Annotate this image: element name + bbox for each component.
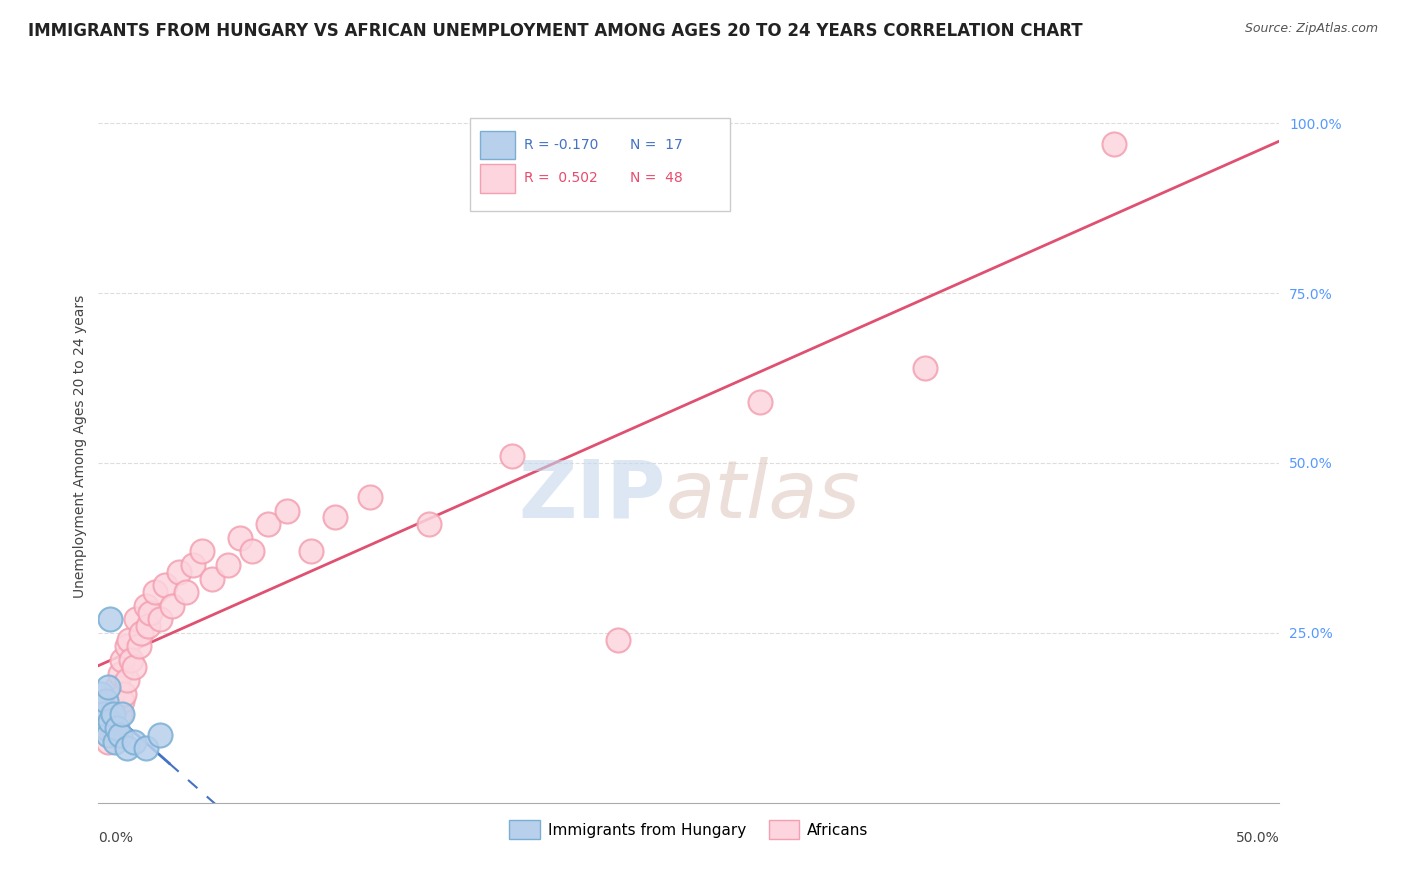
Text: N =  48: N = 48 xyxy=(630,171,683,186)
Point xyxy=(748,394,770,409)
Point xyxy=(108,728,131,742)
Point xyxy=(149,728,172,742)
Point xyxy=(112,687,135,701)
Point xyxy=(104,700,127,714)
Point xyxy=(90,687,112,701)
Point xyxy=(115,741,138,756)
Bar xyxy=(479,130,516,159)
Point xyxy=(160,599,183,613)
Text: ZIP: ZIP xyxy=(517,457,665,535)
Text: R = -0.170: R = -0.170 xyxy=(523,138,598,152)
Point xyxy=(115,640,138,654)
Text: R =  0.502: R = 0.502 xyxy=(523,171,598,186)
Text: 50.0%: 50.0% xyxy=(1236,831,1279,846)
Point xyxy=(149,612,172,626)
Point xyxy=(115,673,138,688)
Point xyxy=(153,578,176,592)
Point xyxy=(135,599,157,613)
Point xyxy=(501,449,523,463)
Point xyxy=(135,741,157,756)
Point xyxy=(98,694,121,708)
Point xyxy=(108,666,131,681)
Point xyxy=(111,707,134,722)
Point xyxy=(299,544,322,558)
Point xyxy=(174,585,197,599)
Legend: Immigrants from Hungary, Africans: Immigrants from Hungary, Africans xyxy=(503,814,875,845)
Point xyxy=(1102,136,1125,151)
Point xyxy=(91,707,114,722)
Point xyxy=(276,503,298,517)
Point xyxy=(201,572,224,586)
Point xyxy=(104,734,127,748)
Point xyxy=(98,612,121,626)
Point xyxy=(217,558,239,572)
Text: IMMIGRANTS FROM HUNGARY VS AFRICAN UNEMPLOYMENT AMONG AGES 20 TO 24 YEARS CORREL: IMMIGRANTS FROM HUNGARY VS AFRICAN UNEMP… xyxy=(28,22,1083,40)
Point xyxy=(101,721,124,735)
Point xyxy=(229,531,252,545)
Point xyxy=(111,694,134,708)
Point xyxy=(98,714,121,729)
Text: Source: ZipAtlas.com: Source: ZipAtlas.com xyxy=(1244,22,1378,36)
Point xyxy=(91,721,114,735)
Point xyxy=(914,360,936,375)
Point xyxy=(97,734,120,748)
Point xyxy=(125,612,148,626)
Point xyxy=(121,653,143,667)
Point xyxy=(104,728,127,742)
Point xyxy=(257,517,280,532)
Point xyxy=(97,680,120,694)
Text: atlas: atlas xyxy=(665,457,860,535)
Bar xyxy=(479,164,516,193)
Point xyxy=(108,707,131,722)
Point xyxy=(105,721,128,735)
Point xyxy=(94,707,117,722)
Point xyxy=(323,510,346,524)
Text: N =  17: N = 17 xyxy=(630,138,683,152)
Text: 0.0%: 0.0% xyxy=(98,831,134,846)
Point xyxy=(122,734,145,748)
Point xyxy=(143,585,166,599)
Point xyxy=(122,660,145,674)
Point xyxy=(418,517,440,532)
Point xyxy=(607,632,630,647)
Point xyxy=(118,632,141,647)
Point xyxy=(94,694,117,708)
Point xyxy=(97,728,120,742)
Point xyxy=(359,490,381,504)
Point xyxy=(94,721,117,735)
Point xyxy=(111,653,134,667)
Point xyxy=(98,714,121,729)
Point xyxy=(105,680,128,694)
Point xyxy=(181,558,204,572)
Y-axis label: Unemployment Among Ages 20 to 24 years: Unemployment Among Ages 20 to 24 years xyxy=(73,294,87,598)
Point xyxy=(129,626,152,640)
Point xyxy=(128,640,150,654)
Point xyxy=(139,606,162,620)
FancyBboxPatch shape xyxy=(471,118,730,211)
Point xyxy=(167,565,190,579)
Point xyxy=(191,544,214,558)
Point xyxy=(136,619,159,633)
Point xyxy=(101,707,124,722)
Point xyxy=(240,544,263,558)
